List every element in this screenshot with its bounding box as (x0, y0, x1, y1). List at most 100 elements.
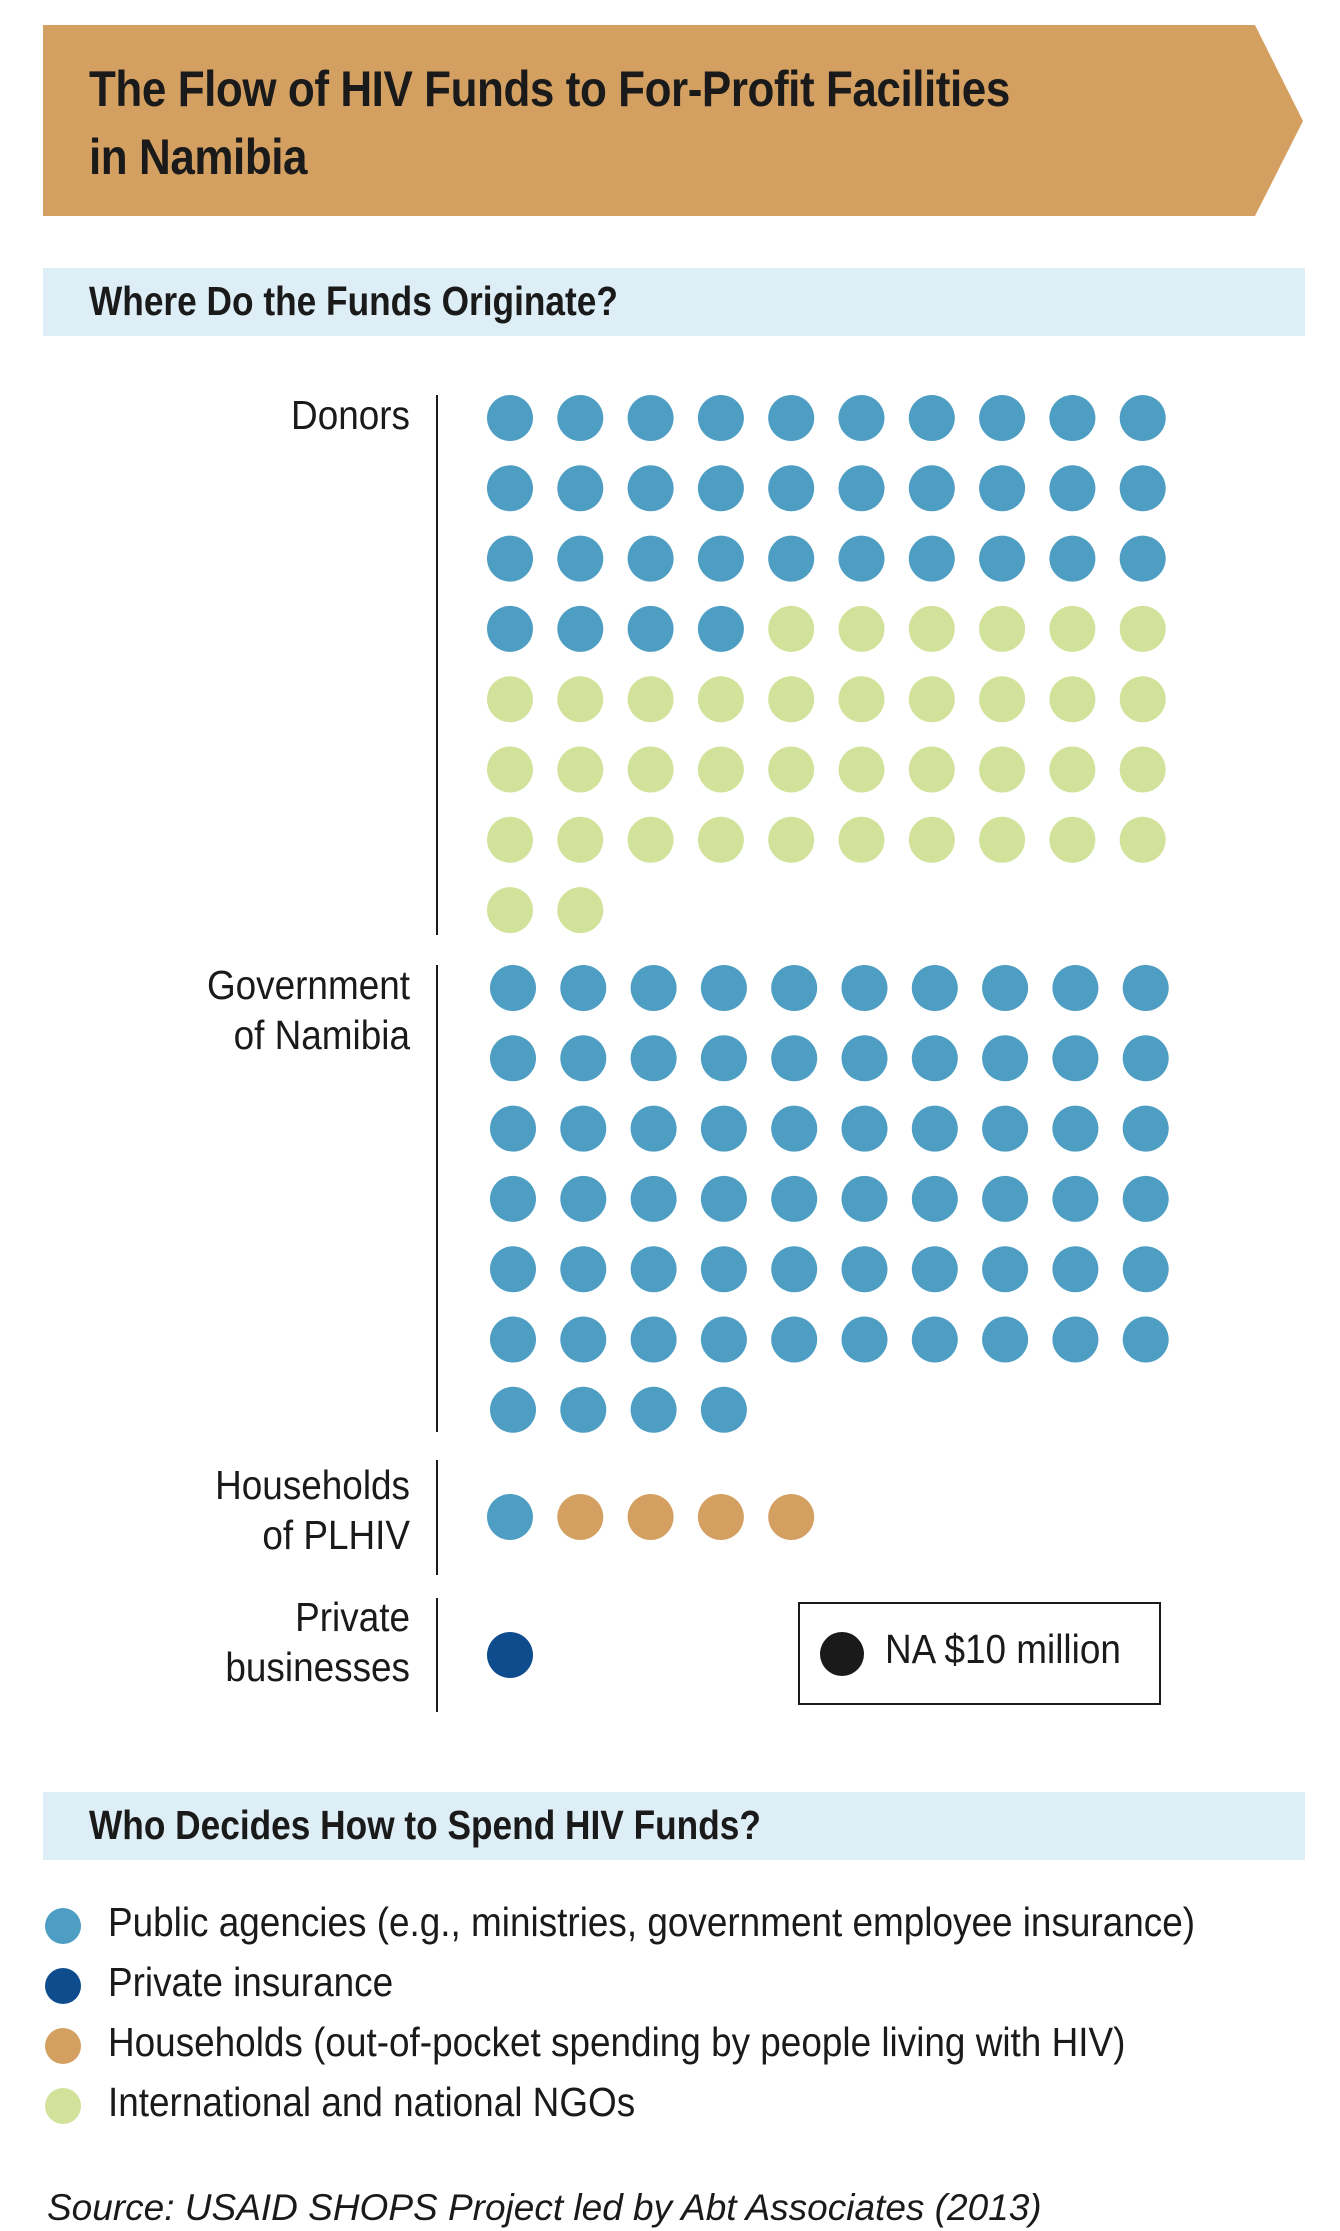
dot-government-public (1052, 1105, 1099, 1152)
dot-donors-ngos (557, 676, 604, 723)
dot-government-public (630, 1386, 677, 1433)
title-banner: The Flow of HIV Funds to For-Profit Faci… (43, 25, 1303, 216)
funds-waffle-chart (436, 395, 1169, 1712)
dot-donors-public (838, 395, 885, 441)
dot-government-public (911, 1246, 958, 1293)
dot-donors-public (697, 605, 744, 652)
origin-section-title: Where Do the Funds Originate? (89, 278, 618, 324)
dot-donors-ngos (697, 746, 744, 793)
dot-government-public (841, 1316, 888, 1363)
category-label-private-businesses: Private businesses (225, 1594, 410, 1690)
dot-donors-public (1119, 535, 1166, 582)
dot-government-public (771, 1246, 818, 1293)
dot-donors-ngos (557, 746, 604, 793)
dot-donors-ngos (979, 816, 1026, 863)
dot-government-public (1122, 1316, 1169, 1363)
dot-government-public (1052, 1035, 1099, 1082)
dot-government-public (490, 1035, 536, 1082)
dot-government-public (560, 965, 607, 1011)
scale-dot (820, 1632, 864, 1676)
dot-donors-public (557, 395, 604, 441)
dot-private-businesses-private-insurance (487, 1632, 533, 1678)
dot-government-public (911, 1316, 958, 1363)
dot-donors-public (908, 395, 955, 441)
dot-donors-ngos (1119, 605, 1166, 652)
dot-government-public (982, 1105, 1029, 1152)
dot-government-public (1122, 965, 1169, 1011)
dot-donors-public (557, 535, 604, 582)
dot-government-public (1122, 1105, 1169, 1152)
dot-donors-ngos (908, 605, 955, 652)
dot-donors-ngos (768, 676, 815, 723)
dot-government-public (700, 1386, 747, 1433)
dot-donors-ngos (487, 887, 533, 934)
dot-donors-ngos (838, 605, 885, 652)
dot-government-public (982, 965, 1029, 1011)
dot-donors-public (697, 395, 744, 441)
dot-donors-public (627, 605, 674, 652)
dot-government-public (1122, 1175, 1169, 1222)
dot-government-public (982, 1316, 1029, 1363)
dot-government-public (490, 1105, 536, 1152)
dot-government-public (700, 1175, 747, 1222)
page-title-line2: in Namibia (89, 129, 308, 185)
dot-donors-public (627, 535, 674, 582)
dot-donors-ngos (487, 816, 533, 863)
scale-legend-box: NA $10 million (798, 1602, 1161, 1705)
dot-donors-ngos (487, 676, 533, 723)
dot-households-households (627, 1494, 674, 1540)
dot-households-households (697, 1494, 744, 1540)
dot-donors-ngos (979, 746, 1026, 793)
dot-donors-ngos (1049, 676, 1096, 723)
category-label-households: Households of PLHIV (215, 1462, 410, 1558)
dot-government-public (490, 965, 536, 1011)
dot-donors-public (768, 395, 815, 441)
dot-donors-ngos (627, 816, 674, 863)
dot-donors-ngos (979, 605, 1026, 652)
dot-donors-ngos (838, 816, 885, 863)
legend-dot-private-insurance (45, 1968, 81, 2004)
decide-section-title: Who Decides How to Spend HIV Funds? (89, 1802, 761, 1848)
dot-government-public (700, 1035, 747, 1082)
legend-label-ngos: International and national NGOs (108, 2079, 636, 2125)
dot-government-public (700, 1316, 747, 1363)
dot-government-public (982, 1035, 1029, 1082)
dot-donors-public (908, 535, 955, 582)
dot-donors-ngos (557, 887, 604, 934)
dot-donors-public (838, 535, 885, 582)
dot-government-public (490, 1246, 536, 1293)
dot-donors-public (979, 465, 1026, 512)
category-label-donors: Donors (291, 392, 410, 438)
dot-government-public (841, 1105, 888, 1152)
dot-government-public (630, 1035, 677, 1082)
dot-donors-ngos (908, 676, 955, 723)
dot-government-public (490, 1386, 536, 1433)
dot-donors-public (768, 465, 815, 512)
dot-donors-public (979, 535, 1026, 582)
legend-label-public: Public agencies (e.g., ministries, gover… (108, 1899, 1196, 1945)
dot-government-public (1052, 1246, 1099, 1293)
dot-government-public (560, 1386, 607, 1433)
dot-donors-ngos (627, 746, 674, 793)
dot-donors-public (557, 605, 604, 652)
dot-donors-ngos (768, 605, 815, 652)
dot-government-public (630, 1316, 677, 1363)
dot-government-public (1052, 965, 1099, 1011)
dot-donors-public (1049, 395, 1096, 441)
dot-government-public (630, 1175, 677, 1222)
scale-label: NA $10 million (885, 1626, 1121, 1672)
origin-section-bar: Where Do the Funds Originate? (43, 268, 1305, 336)
dot-government-public (490, 1316, 536, 1363)
dot-donors-ngos (1119, 676, 1166, 723)
dot-government-public (841, 965, 888, 1011)
dot-government-public (1122, 1246, 1169, 1293)
dot-government-public (911, 1035, 958, 1082)
page-title: The Flow of HIV Funds to For-Profit Faci… (89, 55, 1057, 191)
dot-donors-public (838, 465, 885, 512)
dot-donors-public (979, 395, 1026, 441)
dot-donors-ngos (487, 746, 533, 793)
dot-donors-ngos (838, 746, 885, 793)
dot-government-public (1052, 1316, 1099, 1363)
banner-arrow-shape (43, 25, 1303, 216)
dot-donors-public (1119, 395, 1166, 441)
